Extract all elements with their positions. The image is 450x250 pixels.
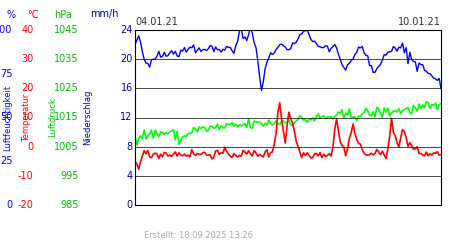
- Text: Temperatur: Temperatur: [22, 93, 31, 142]
- Text: 1035: 1035: [54, 54, 79, 64]
- Text: 4: 4: [126, 171, 133, 181]
- Text: 10.01.21: 10.01.21: [398, 16, 441, 26]
- Text: 0: 0: [126, 200, 133, 210]
- Text: 25: 25: [0, 156, 13, 166]
- Text: 985: 985: [60, 200, 79, 210]
- Text: %: %: [7, 10, 16, 20]
- Text: Erstellt: 18.09.2025 13:26: Erstellt: 18.09.2025 13:26: [144, 231, 253, 240]
- Text: Luftfeuchtigkeit: Luftfeuchtigkeit: [4, 84, 13, 150]
- Text: 50: 50: [0, 112, 13, 122]
- Text: Luftdruck: Luftdruck: [49, 98, 58, 138]
- Text: 30: 30: [22, 54, 34, 64]
- Text: 10: 10: [22, 112, 34, 122]
- Text: 0: 0: [27, 142, 34, 152]
- Text: hPa: hPa: [54, 10, 72, 20]
- Text: 75: 75: [0, 69, 13, 79]
- Text: 0: 0: [6, 200, 13, 210]
- Text: 40: 40: [22, 25, 34, 35]
- Text: °C: °C: [27, 10, 39, 20]
- Text: 24: 24: [121, 25, 133, 35]
- Text: 16: 16: [121, 83, 133, 93]
- Text: 1015: 1015: [54, 112, 79, 122]
- Text: mm/h: mm/h: [90, 10, 118, 20]
- Text: -10: -10: [18, 171, 34, 181]
- Text: 1005: 1005: [54, 142, 79, 152]
- Text: 12: 12: [121, 112, 133, 122]
- Text: 995: 995: [60, 171, 79, 181]
- Text: 1025: 1025: [54, 83, 79, 93]
- Text: 8: 8: [126, 142, 133, 152]
- Text: 100: 100: [0, 25, 13, 35]
- Text: -20: -20: [18, 200, 34, 210]
- Text: 04.01.21: 04.01.21: [135, 16, 178, 26]
- Text: 20: 20: [22, 83, 34, 93]
- Text: Niederschlag: Niederschlag: [83, 90, 92, 145]
- Text: 1045: 1045: [54, 25, 79, 35]
- Text: 20: 20: [121, 54, 133, 64]
